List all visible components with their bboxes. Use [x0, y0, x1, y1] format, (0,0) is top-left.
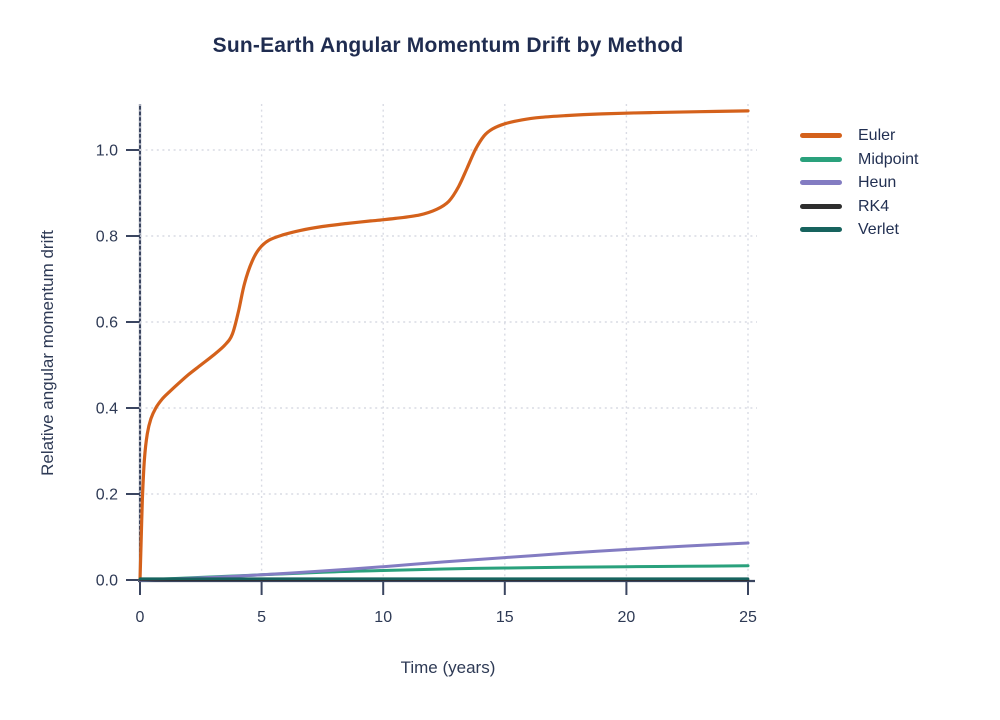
legend-label-rk4: RK4	[858, 197, 890, 215]
y-tick-label: 1.0	[96, 143, 118, 160]
chart-title: Sun-Earth Angular Momentum Drift by Meth…	[212, 34, 684, 57]
legend-item-euler: Euler	[800, 126, 918, 145]
legend-swatch-midpoint	[800, 156, 842, 162]
series-line-euler	[138, 109, 750, 582]
legend-swatch-verlet	[800, 227, 842, 232]
legend-item-verlet: Verlet	[800, 220, 918, 239]
y-tick-label: 0.8	[96, 229, 118, 246]
x-tick-label: 10	[374, 609, 392, 626]
legend-item-midpoint: Midpoint	[800, 150, 918, 169]
legend-swatch-rk4	[800, 203, 842, 209]
y-tick-label: 0.6	[96, 315, 118, 332]
legend: Euler Midpoint Heun RK4 Verlet	[800, 126, 918, 244]
legend-item-heun: Heun	[800, 173, 918, 192]
legend-label-euler: Euler	[858, 127, 896, 144]
x-tick-label: 20	[618, 609, 636, 626]
x-axis-label: Time (years)	[400, 658, 496, 677]
x-tick-label: 0	[136, 609, 145, 626]
series-line-heun	[138, 541, 750, 582]
x-tick-label: 15	[496, 609, 514, 626]
y-tick-label: 0.4	[96, 401, 118, 418]
legend-label-verlet: Verlet	[858, 221, 899, 238]
x-tick-label: 5	[257, 609, 266, 626]
legend-label-midpoint: Midpoint	[858, 150, 919, 168]
legend-label-heun: Heun	[858, 174, 897, 191]
legend-swatch-heun	[800, 180, 842, 185]
legend-swatch-euler	[800, 133, 842, 138]
x-tick-label: 25	[739, 609, 757, 626]
y-tick-label: 0.2	[96, 487, 118, 504]
legend-item-rk4: RK4	[800, 197, 918, 216]
y-tick-label: 0.0	[96, 573, 118, 590]
